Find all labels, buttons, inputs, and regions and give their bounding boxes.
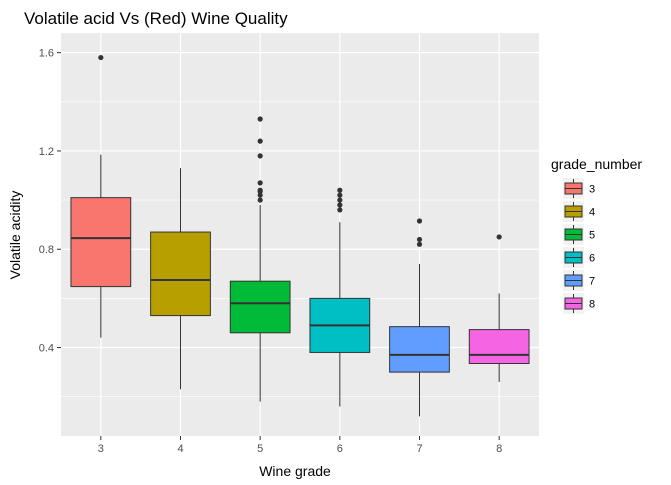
legend-item-5: 5 xyxy=(563,224,595,245)
legend-item-7: 7 xyxy=(563,270,595,291)
legend-title: grade_number xyxy=(551,156,642,172)
outlier-point xyxy=(416,236,423,243)
legend-item-4: 4 xyxy=(563,201,595,222)
x-tick-label: 3 xyxy=(98,443,104,455)
chart-title: Volatile acid Vs (Red) Wine Quality xyxy=(24,9,288,28)
outlier-point xyxy=(496,234,502,240)
outlier-point xyxy=(257,197,263,203)
plot-panel xyxy=(61,33,539,436)
y-tick-label: 1.2 xyxy=(39,146,54,158)
legend-label: 3 xyxy=(589,184,595,196)
boxplot-5 xyxy=(229,116,291,402)
outlier-point xyxy=(257,116,263,122)
outlier-point xyxy=(98,54,104,61)
outlier-point xyxy=(337,197,343,203)
outlier-point xyxy=(416,241,423,247)
outlier-point xyxy=(257,192,263,198)
boxplot-4 xyxy=(150,168,211,390)
outlier-point xyxy=(416,218,423,224)
boxplot-6 xyxy=(309,187,371,407)
box xyxy=(389,326,450,373)
y-tick-label: 1.6 xyxy=(39,48,54,60)
box xyxy=(70,197,132,288)
legend-label: 6 xyxy=(589,253,595,265)
outlier-point xyxy=(337,187,343,193)
y-axis-title: Volatile acidity xyxy=(7,191,23,280)
outlier-point xyxy=(337,192,343,198)
legend-item-3: 3 xyxy=(563,178,595,199)
y-tick-label: 0.8 xyxy=(39,244,54,256)
boxplot-8 xyxy=(468,234,530,382)
outlier-point xyxy=(257,153,263,159)
x-tick-label: 6 xyxy=(337,443,343,455)
outlier-point xyxy=(257,138,263,144)
box xyxy=(229,280,291,334)
x-tick-label: 8 xyxy=(496,443,502,455)
box xyxy=(150,231,211,317)
legend-item-8: 8 xyxy=(563,293,595,314)
legend-label: 8 xyxy=(589,299,595,311)
legend-label: 4 xyxy=(589,207,595,219)
legend-label: 7 xyxy=(589,276,595,288)
box xyxy=(468,329,530,365)
boxplot-7 xyxy=(389,218,450,417)
legend-item-6: 6 xyxy=(563,247,595,268)
boxplot-3 xyxy=(70,54,132,338)
outlier-point xyxy=(337,202,343,208)
x-axis-title: Wine grade xyxy=(259,463,331,479)
outlier-point xyxy=(337,207,343,213)
x-tick-label: 7 xyxy=(416,443,422,455)
outlier-point xyxy=(257,180,263,186)
legend-label: 5 xyxy=(589,230,595,242)
x-tick-label: 4 xyxy=(177,443,183,455)
panel-background xyxy=(61,33,539,436)
x-tick-label: 5 xyxy=(257,443,263,455)
outlier-point xyxy=(257,187,263,193)
y-tick-label: 0.4 xyxy=(39,343,54,355)
